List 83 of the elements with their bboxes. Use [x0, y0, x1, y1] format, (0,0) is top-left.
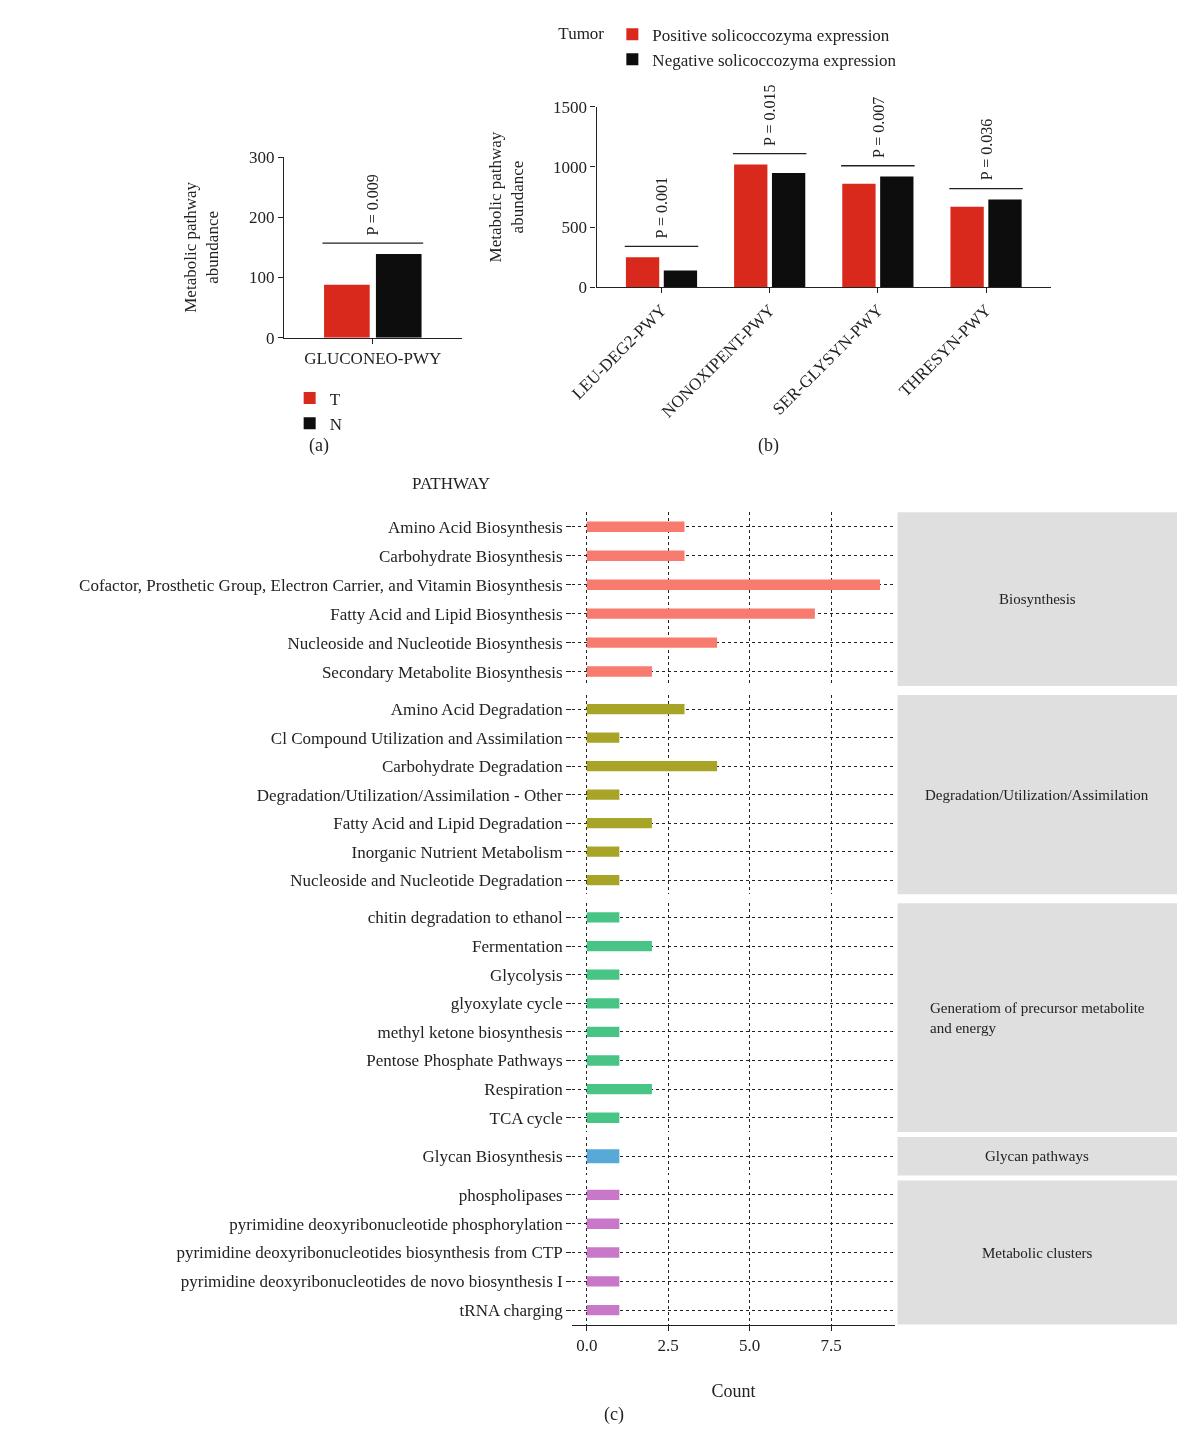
y-tick-label: 0 — [578, 278, 588, 298]
y-tick-label: phospholipases — [458, 1185, 563, 1205]
bar — [734, 164, 768, 288]
y-tick-label: pyrimidine deoxyribonucleotides de novo biosynthesis I — [180, 1272, 564, 1292]
y-tick-label: 100 — [248, 268, 275, 288]
y-tick-label: chitin degradation to ethanol — [367, 908, 563, 928]
legend-label: Negative solicoccozyma expression — [652, 51, 897, 70]
y-tick-label: Fatty Acid and Lipid Biosynthesis — [330, 604, 563, 624]
bar — [988, 199, 1022, 288]
x-tick-label: 5.0 — [739, 1336, 761, 1356]
bar — [586, 789, 620, 800]
x-tick-label: GLUCONEO-PWY — [304, 349, 442, 369]
bar — [950, 206, 984, 288]
y-tick-label: Carbohydrate Degradation — [381, 757, 564, 777]
y-tick-label: Respiration — [484, 1080, 564, 1100]
y2-axis-title: Degradation/Utilization/Assimilation — [925, 787, 1149, 803]
y-tick-label: Inorganic Nutrient Metabolism — [351, 842, 563, 862]
legend-label: N — [329, 414, 342, 434]
y-axis-title: Metabolic pathway abundance — [181, 181, 223, 313]
bar — [586, 521, 685, 532]
y-tick-label: 200 — [248, 208, 275, 228]
x-tick-label: 7.5 — [820, 1336, 842, 1356]
y-tick-label: Carbohydrate Biosynthesis — [379, 546, 563, 566]
y-tick-label: 300 — [248, 147, 275, 167]
bar — [586, 608, 815, 619]
y-axis-title: Metabolic pathway abundance — [485, 131, 527, 263]
y2-axis-title: Glycan pathways — [985, 1148, 1089, 1164]
y-tick-label: tRNA charging — [459, 1301, 564, 1321]
annotation: P = 0.036 — [977, 118, 995, 181]
y-tick-label: glyoxylate cycle — [450, 994, 563, 1014]
bar — [586, 637, 718, 648]
y-tick-label: 1000 — [553, 157, 588, 177]
bar — [586, 550, 685, 561]
annotation: P = 0.009 — [364, 174, 382, 236]
y-tick-label: Fermentation — [472, 937, 564, 956]
y-tick-label: pyrimidine deoxyribonucleotides biosynthesis from CTP — [176, 1243, 563, 1263]
bar — [842, 183, 876, 288]
y-tick-label: Pentose Phosphate Pathways — [366, 1051, 563, 1071]
y-tick-label: Fatty Acid and Lipid Degradation — [333, 814, 564, 834]
legend-title: Tumor — [558, 23, 605, 43]
y-tick-label: pyrimidine deoxyribonucleotide phosphorylation — [229, 1214, 564, 1234]
bar — [586, 579, 881, 590]
x-tick-label: 2.5 — [657, 1336, 679, 1356]
bar — [771, 172, 806, 288]
annotation: P = 0.001 — [652, 177, 670, 239]
y-tick-label: Nucleoside and Nucleotide Degradation — [290, 870, 564, 890]
text: (b) — [758, 435, 779, 456]
y-tick-label: Cofactor, Prosthetic Group, Electron Carrier, and Vitamin Biosynthesis — [79, 575, 563, 595]
bar — [663, 270, 698, 288]
y-tick-label: Glycan Biosynthesis — [422, 1147, 563, 1167]
bar — [586, 846, 620, 857]
y2-axis-title: Metabolic clusters — [982, 1245, 1093, 1261]
y-tick-label: Degradation/Utilization/Assimilation - Other — [256, 785, 564, 805]
y-tick-label: Cl Compound Utilization and Assimilation — [270, 728, 564, 748]
y-tick-label: Amino Acid Degradation — [390, 700, 564, 720]
annotation: P = 0.007 — [869, 96, 887, 159]
legend-label: T — [329, 389, 341, 409]
annotation: P = 0.015 — [761, 84, 779, 146]
bar — [586, 874, 620, 886]
bar — [625, 257, 660, 288]
text: (a) — [309, 435, 329, 456]
y2-axis-title: Generatiom of precursor metabolite and energy — [930, 1000, 1145, 1036]
y-axis-title: PATHWAY — [412, 474, 491, 493]
y-tick-label: 1500 — [553, 97, 588, 117]
y-tick-label: methyl ketone biosynthesis — [377, 1022, 563, 1042]
y-tick-label: Secondary Metabolite Biosynthesis — [321, 662, 563, 682]
y-tick-label: 0 — [265, 328, 275, 348]
y-tick-label: 500 — [561, 218, 588, 238]
bar — [880, 176, 914, 288]
bar — [586, 666, 652, 677]
bar — [586, 704, 685, 715]
bar — [586, 732, 620, 743]
x-axis-title: Count — [711, 1381, 756, 1402]
y-tick-label: Glycolysis — [489, 965, 563, 985]
x-tick-label: 0.0 — [576, 1336, 598, 1356]
bar — [586, 760, 718, 772]
y-tick-label: Nucleoside and Nucleotide Biosynthesis — [287, 633, 563, 653]
bar — [586, 817, 652, 829]
legend-label: Positive solicoccozyma expression — [652, 25, 890, 45]
y-tick-label: TCA cycle — [489, 1108, 563, 1128]
y-tick-label: Amino Acid Biosynthesis — [387, 517, 563, 537]
y2-axis-title: Biosynthesis — [999, 591, 1076, 607]
text: (c) — [604, 1404, 624, 1425]
